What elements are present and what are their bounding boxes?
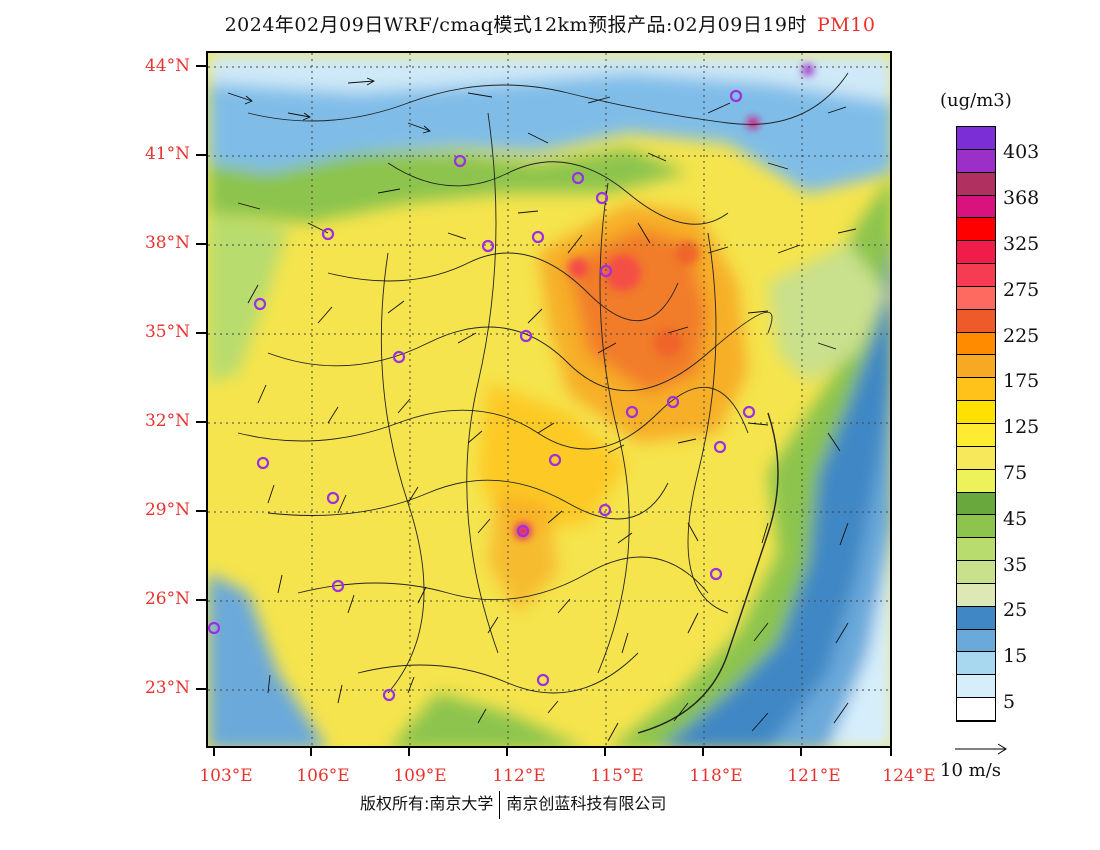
- lon-tick: [506, 748, 508, 756]
- colorbar-swatch: [957, 378, 995, 402]
- lat-label-32: 32°N: [144, 411, 190, 431]
- colorbar-swatch: [957, 561, 995, 584]
- colorbar-swatch: [957, 218, 995, 242]
- wind-vectors: [227, 77, 857, 742]
- colorbar-label: 5: [1003, 691, 1016, 713]
- lon-tick: [890, 748, 892, 756]
- lon-tick: [604, 748, 606, 756]
- lon-tick: [800, 748, 802, 756]
- lat-label-38: 38°N: [144, 233, 190, 253]
- lon-tick: [702, 748, 704, 756]
- colorbar-swatch: [957, 675, 995, 699]
- lat-label-26: 26°N: [144, 589, 190, 609]
- lat-tick: [196, 65, 206, 67]
- colorbar-label: 403: [1003, 141, 1040, 163]
- lon-tick: [310, 748, 312, 756]
- lon-label-115: 115°E: [590, 766, 644, 786]
- lat-label-41: 41°N: [144, 144, 190, 164]
- colorbar-swatch: [957, 423, 995, 447]
- colorbar-swatch: [957, 652, 995, 676]
- colorbar-swatch: [957, 469, 995, 493]
- lat-tick: [196, 154, 206, 156]
- lon-label-103: 103°E: [199, 766, 253, 786]
- colorbar-label: 368: [1003, 187, 1040, 209]
- copyright-left: 版权所有:南京大学: [360, 794, 494, 813]
- graticule: [208, 53, 890, 746]
- colorbar-unit: (ug/m3): [940, 90, 1012, 111]
- colorbar-swatch: [957, 515, 995, 539]
- lon-label-121: 121°E: [787, 766, 841, 786]
- colorbar-swatch: [957, 606, 995, 630]
- colorbar-swatch: [957, 401, 995, 424]
- lat-tick: [196, 510, 206, 512]
- colorbar-swatch: [957, 286, 995, 310]
- colorbar-swatch: [957, 127, 995, 150]
- colorbar-swatch: [957, 149, 995, 173]
- lat-label-35: 35°N: [144, 322, 190, 342]
- colorbar-label: 325: [1003, 233, 1040, 255]
- colorbar-swatch: [957, 583, 995, 607]
- lat-tick: [196, 421, 206, 423]
- wind-reference-label: 10 m/s: [940, 760, 1001, 781]
- lon-tick: [213, 748, 215, 756]
- colorbar-label: 45: [1003, 508, 1028, 530]
- lat-tick: [196, 332, 206, 334]
- colorbar-swatch: [957, 446, 995, 470]
- lat-label-29: 29°N: [144, 500, 190, 520]
- colorbar-swatch: [957, 538, 995, 562]
- station-markers: [208, 89, 756, 702]
- wind-reference-arrow: [955, 743, 1007, 755]
- clean-air-southwest: [208, 573, 580, 746]
- colorbar-label: 35: [1003, 554, 1028, 576]
- colorbar-swatch: [957, 309, 995, 333]
- lon-label-118: 118°E: [689, 766, 743, 786]
- lat-tick: [196, 688, 206, 690]
- lon-label-112: 112°E: [492, 766, 546, 786]
- colorbar-swatch: [957, 241, 995, 265]
- lat-label-23: 23°N: [144, 678, 190, 698]
- lat-label-44: 44°N: [144, 56, 190, 76]
- lat-tick: [196, 599, 206, 601]
- pm10-field-svg: [208, 53, 890, 746]
- colorbar-swatch: [957, 355, 995, 379]
- copyright-right: 南京创蓝科技有限公司: [506, 794, 667, 813]
- colorbar-label: 15: [1003, 645, 1028, 667]
- colorbar: [956, 126, 996, 722]
- colorbar-label: 75: [1003, 462, 1028, 484]
- colorbar-swatch: [957, 195, 995, 219]
- colorbar-swatch: [957, 264, 995, 287]
- colorbar-swatch: [957, 172, 995, 196]
- lon-label-106: 106°E: [296, 766, 350, 786]
- colorbar-label: 275: [1003, 279, 1040, 301]
- lon-tick: [408, 748, 410, 756]
- lon-label-109: 109°E: [393, 766, 447, 786]
- colorbar-label: 125: [1003, 416, 1040, 438]
- lon-label-124: 124°E: [882, 766, 936, 786]
- pollutant-label: PM10: [817, 14, 876, 36]
- colorbar-swatch: [957, 332, 995, 356]
- copyright: 版权所有:南京大学 南京创蓝科技有限公司: [360, 790, 666, 819]
- colorbar-label: 25: [1003, 599, 1028, 621]
- colorbar-label: 225: [1003, 325, 1040, 347]
- colorbar-swatch: [957, 698, 995, 721]
- colorbar-swatch: [957, 629, 995, 653]
- copyright-separator: [499, 790, 501, 819]
- map-title: 2024年02月09日WRF/cmaq模式12km预报产品:02月09日19时 P…: [0, 10, 1100, 37]
- colorbar-swatch: [957, 492, 995, 516]
- pm10-map: [206, 51, 892, 748]
- clean-air-east-sea: [612, 178, 890, 746]
- lat-tick: [196, 243, 206, 245]
- colorbar-label: 175: [1003, 370, 1040, 392]
- title-text: 2024年02月09日WRF/cmaq模式12km预报产品:02月09日19时: [224, 14, 807, 36]
